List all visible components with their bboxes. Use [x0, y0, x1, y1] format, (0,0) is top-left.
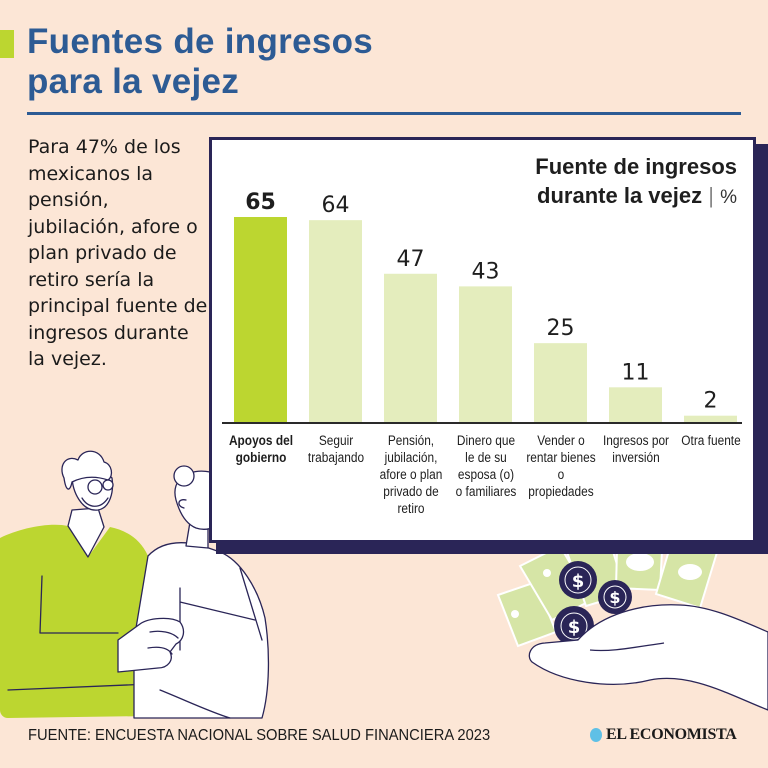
bar-value-label: 11 [622, 360, 650, 385]
brand-name: EL ECONOMISTA [606, 726, 737, 743]
category-label-line: le de su [464, 450, 507, 465]
page-title: Fuentes de ingresos para la vejez [27, 22, 373, 102]
chart-panel: Fuente de ingresos durante la vejez | % … [209, 137, 756, 543]
bar-3 [384, 273, 437, 422]
bar-7 [684, 415, 737, 422]
category-label-line: Apoyos del [228, 433, 293, 448]
chart-title-line-2: durante la vejez [537, 183, 703, 208]
category-label-line: Seguir [318, 433, 353, 448]
category-label-line: jubilación, [384, 450, 437, 465]
bar-6 [609, 387, 662, 422]
category-label: Dinero que le de su esposa (o) o familiares [450, 432, 520, 500]
source-note: FUENTE: ENCUESTA NACIONAL SOBRE SALUD FI… [28, 727, 491, 744]
brand: EL ECONOMISTA [590, 726, 737, 744]
chart-title: Fuente de ingresos durante la vejez | % [535, 152, 737, 212]
category-label-line: esposa (o) [457, 467, 514, 482]
category-label: Otra fuente [675, 432, 745, 449]
bar-value-label: 2 [704, 389, 718, 414]
category-label: Pensión, jubilación, afore o plan privado d… [375, 432, 445, 517]
bar-5 [534, 343, 587, 422]
category-label: Seguir trabajando [300, 432, 370, 466]
category-label: Apoyos del gobierno [225, 432, 295, 466]
title-divider [27, 112, 741, 115]
title-accent-bar [0, 30, 14, 58]
category-label-line: o familiares [455, 484, 516, 499]
category-label: Vender o rentar bienes o propiedades [525, 432, 595, 500]
category-label: Ingresos por inversión [600, 432, 670, 466]
bar-chart: 65 64 47 43 25 11 2 [222, 190, 742, 424]
category-label-line: retiro [396, 501, 425, 516]
category-label-line: o propiedades [527, 467, 594, 499]
bar-4 [459, 286, 512, 422]
category-label-line: Pensión, [387, 433, 434, 448]
title-line-2: para la vejez [27, 62, 240, 101]
elderly-couple-icon [0, 450, 270, 719]
category-label-line: Dinero que [456, 433, 515, 448]
category-label-line: rentar bienes [525, 450, 596, 465]
bar-value-label: 47 [397, 247, 425, 272]
chart-title-line-1: Fuente de ingresos [535, 154, 737, 179]
bar-1 [234, 217, 287, 422]
category-label-line: privado de [382, 484, 439, 499]
bar-value-label: 64 [322, 193, 350, 218]
svg-text:$: $ [568, 617, 581, 638]
bar-value-label: 25 [547, 316, 575, 341]
category-label-line: afore o plan [379, 467, 442, 482]
category-label-line: Ingresos por [602, 433, 669, 448]
category-label-line: Otra fuente [680, 433, 741, 448]
brand-logo-icon [590, 728, 602, 742]
category-label-line: gobierno [235, 450, 286, 465]
chart-unit: % [720, 187, 737, 208]
bar-value-label: 43 [472, 259, 500, 284]
chart-unit-separator: | [708, 183, 714, 208]
category-label-line: inversión [611, 450, 660, 465]
bar-value-label: 65 [245, 190, 276, 215]
bar-2 [309, 220, 362, 422]
category-label-line: trabajando [307, 450, 364, 465]
svg-text:$: $ [572, 571, 585, 592]
title-line-1: Fuentes de ingresos [27, 22, 374, 61]
hand-with-money-icon: $ $ $ [496, 508, 768, 711]
svg-text:$: $ [609, 588, 620, 607]
intro-text: Para 47% de los mexicanos la pensión, ju… [28, 136, 208, 370]
category-label-line: Vender o [536, 433, 585, 448]
